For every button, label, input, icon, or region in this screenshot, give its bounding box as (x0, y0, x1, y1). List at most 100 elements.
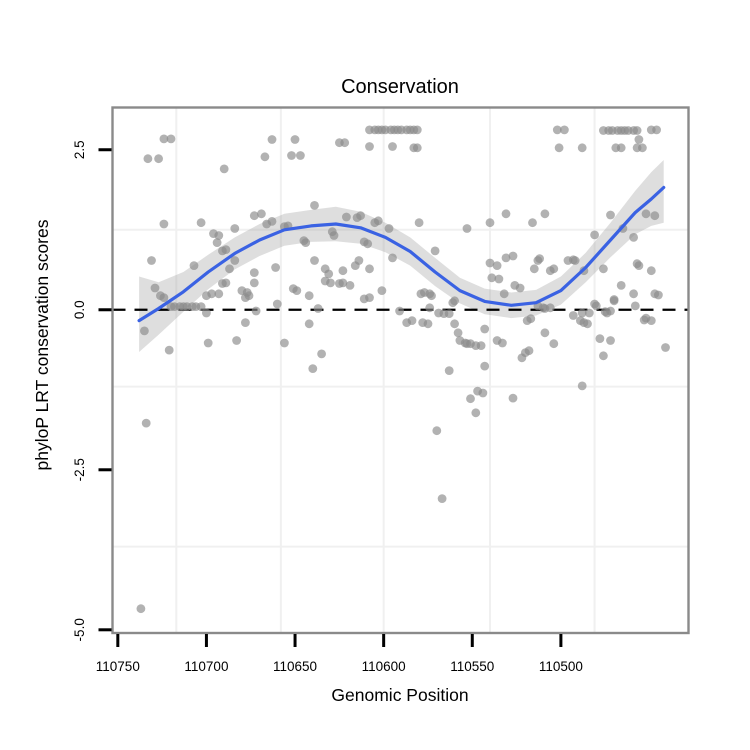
data-point (606, 336, 615, 345)
data-point (140, 326, 149, 336)
data-point (280, 338, 289, 348)
data-point (595, 334, 605, 343)
data-point (650, 211, 660, 221)
data-point (508, 251, 518, 261)
data-point (214, 231, 224, 240)
data-point (487, 273, 497, 283)
y-tick-label: 0.0 (72, 300, 87, 319)
data-point (549, 264, 559, 274)
data-point (249, 211, 259, 221)
data-point (326, 278, 335, 288)
data-point (478, 388, 488, 398)
data-point (425, 303, 435, 313)
data-point (313, 304, 323, 313)
x-tick-label: 110550 (450, 659, 494, 674)
data-point (249, 268, 259, 277)
scatter-points (136, 125, 670, 614)
data-point (301, 238, 311, 248)
data-point (287, 151, 296, 160)
data-point (485, 218, 495, 228)
data-point (629, 289, 638, 299)
data-point (554, 143, 564, 153)
data-point (166, 134, 176, 144)
data-point (324, 269, 334, 279)
data-point (384, 224, 394, 233)
data-point (508, 393, 518, 403)
data-point (501, 253, 511, 263)
data-point (430, 246, 440, 256)
data-point (154, 154, 164, 164)
data-point (230, 256, 240, 265)
data-point (476, 341, 486, 350)
data-point (136, 604, 146, 614)
data-point (590, 230, 599, 240)
data-point (244, 291, 254, 301)
loess-smooth-line (137, 185, 666, 323)
data-point (577, 308, 587, 318)
data-point (388, 142, 397, 151)
x-tick-label: 110650 (273, 659, 317, 674)
data-point (540, 328, 550, 338)
data-point (365, 264, 374, 274)
data-point (583, 319, 592, 329)
data-point (219, 164, 229, 174)
data-point (485, 258, 495, 268)
x-tick-label: 110600 (362, 659, 406, 674)
x-axis-tick-labels: 110750 110700 110650 110600 110550 110500 (96, 659, 583, 674)
data-point (377, 286, 387, 295)
data-point (365, 142, 374, 151)
data-point (342, 212, 351, 222)
data-point (632, 126, 642, 135)
data-point (450, 296, 459, 306)
data-point (540, 209, 550, 219)
data-point (345, 281, 355, 290)
data-point (545, 303, 555, 313)
data-point (203, 338, 213, 348)
data-point (560, 125, 569, 135)
data-point (143, 154, 153, 164)
data-point (373, 216, 383, 226)
data-point (310, 201, 319, 210)
data-point (241, 318, 250, 327)
data-point (616, 281, 626, 290)
data-point (340, 138, 350, 148)
y-tick-label: 2.5 (72, 140, 87, 159)
data-point (444, 309, 454, 318)
data-point (501, 209, 511, 219)
data-point (251, 306, 261, 316)
y-axis-ticks (98, 148, 112, 632)
data-point (164, 345, 174, 355)
data-point (249, 278, 259, 288)
data-point (577, 381, 587, 391)
x-axis-title: Genomic Position (331, 685, 468, 705)
data-point (480, 324, 490, 334)
data-point (159, 293, 169, 302)
data-point (646, 316, 656, 325)
data-point (414, 218, 424, 228)
data-point (437, 494, 447, 503)
data-point (221, 278, 231, 288)
data-point (568, 311, 578, 320)
data-point (570, 256, 580, 265)
y-tick-label: -2.5 (72, 458, 87, 481)
data-point (526, 314, 536, 324)
data-point (599, 351, 608, 361)
data-point (363, 239, 373, 249)
data-point (577, 143, 587, 153)
x-axis-ticks (116, 634, 563, 647)
data-point (388, 253, 397, 263)
data-point (412, 125, 422, 135)
panel-border (111, 106, 690, 635)
data-point (423, 319, 433, 329)
data-point (141, 418, 151, 428)
data-point (591, 301, 601, 311)
data-point (292, 286, 302, 295)
data-point (629, 233, 638, 242)
data-point (202, 308, 211, 318)
data-point (196, 302, 206, 311)
data-point (599, 264, 608, 274)
data-point (641, 209, 651, 219)
data-point (453, 328, 463, 338)
data-point (652, 125, 661, 135)
